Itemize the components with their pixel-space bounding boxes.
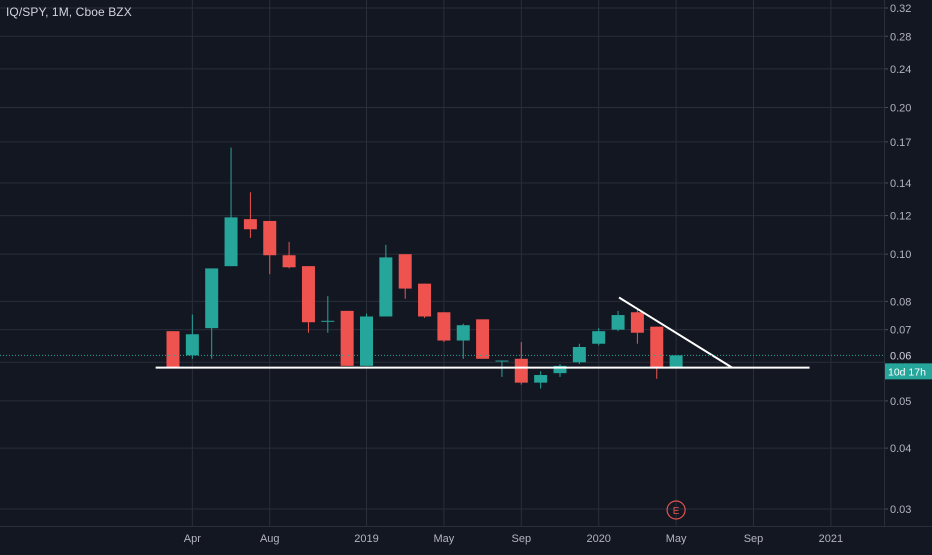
y-tick-label: 0.04 (890, 443, 911, 455)
candles[interactable] (166, 147, 683, 389)
candle[interactable] (514, 342, 528, 385)
candle-body (340, 310, 354, 366)
candle-body (205, 268, 219, 329)
candle-body (495, 360, 509, 362)
drawings[interactable] (155, 296, 810, 369)
x-tick-label: 2020 (586, 533, 610, 545)
x-tick-label: 2019 (354, 533, 378, 545)
candle-body (360, 316, 373, 366)
candle[interactable] (534, 371, 548, 389)
candle-body (553, 365, 567, 374)
candle[interactable] (243, 192, 257, 238)
y-tick-label: 0.12 (890, 211, 911, 223)
y-tick-label: 0.14 (890, 178, 911, 190)
candle[interactable] (437, 312, 451, 343)
earnings-marker-label: E (673, 506, 680, 517)
x-tick-label: May (434, 533, 455, 545)
candle[interactable] (166, 331, 180, 368)
candle-body (379, 257, 393, 317)
chart-title: IQ/SPY, 1M, Cboe BZX (6, 5, 132, 19)
candle-body (301, 266, 315, 323)
candle[interactable] (224, 147, 238, 267)
candle-body (572, 346, 586, 363)
candle[interactable] (301, 266, 315, 333)
candle-body (321, 320, 335, 322)
countdown-bg (885, 363, 932, 380)
candle-body (185, 334, 199, 356)
candle[interactable] (592, 328, 606, 346)
candle[interactable] (340, 310, 354, 366)
candle[interactable] (572, 343, 586, 365)
candle-body (263, 220, 277, 256)
candle[interactable] (456, 323, 470, 359)
x-tick-label: Apr (184, 533, 201, 545)
y-tick-label: 0.20 (890, 102, 911, 114)
candle-body (592, 331, 606, 344)
candle-body (282, 255, 296, 268)
candle[interactable] (611, 310, 625, 332)
bar-countdown-label: 10d 17h (888, 366, 926, 378)
candle-body (669, 355, 683, 368)
candle[interactable] (418, 283, 432, 318)
candle-body (630, 312, 644, 333)
candle-body (650, 326, 664, 368)
candle-body (437, 312, 451, 341)
candle[interactable] (669, 355, 683, 368)
y-tick-label: 0.17 (890, 137, 911, 149)
candle-body (514, 358, 528, 383)
candle-body (398, 254, 412, 289)
candle-body (476, 319, 490, 359)
last-price-label: 0.06 (890, 350, 911, 362)
candle-body (611, 315, 625, 330)
x-tick-label: 2021 (819, 533, 843, 545)
y-tick-label: 0.08 (890, 296, 911, 308)
price-overlays: E 0.06 10d 17h (0, 347, 932, 520)
candle-body (243, 219, 257, 230)
candle[interactable] (650, 326, 664, 379)
candle[interactable] (321, 296, 335, 333)
candle-body (534, 375, 548, 383)
candle[interactable] (553, 364, 567, 377)
y-tick-label: 0.03 (890, 504, 911, 516)
descending-trend-line[interactable] (618, 296, 733, 369)
candle-body (166, 331, 180, 368)
x-tick-label: Aug (260, 533, 280, 545)
x-tick-label: May (666, 533, 687, 545)
y-tick-label: 0.24 (890, 64, 911, 76)
earnings-marker[interactable]: E (666, 500, 686, 520)
last-price-bg (885, 347, 932, 364)
earnings-marker-circle (666, 500, 686, 520)
candle[interactable] (495, 360, 509, 377)
y-tick-label: 0.05 (890, 396, 911, 408)
candle[interactable] (379, 244, 393, 317)
candle[interactable] (630, 309, 644, 344)
candle[interactable] (398, 254, 412, 299)
candle[interactable] (282, 241, 296, 269)
x-tick-label: Sep (512, 533, 532, 545)
candle[interactable] (205, 268, 219, 359)
candle[interactable] (185, 314, 199, 359)
candle-body (456, 325, 470, 341)
candle-body (418, 283, 432, 317)
candle[interactable] (360, 313, 373, 366)
y-tick-label: 0.32 (890, 3, 911, 15)
candle-body (224, 217, 238, 267)
y-tick-label: 0.10 (890, 249, 911, 261)
candle[interactable] (263, 220, 277, 275)
y-tick-label: 0.28 (890, 31, 911, 43)
y-tick-label: 0.07 (890, 325, 911, 337)
x-tick-label: Sep (744, 533, 764, 545)
candle[interactable] (476, 319, 490, 359)
